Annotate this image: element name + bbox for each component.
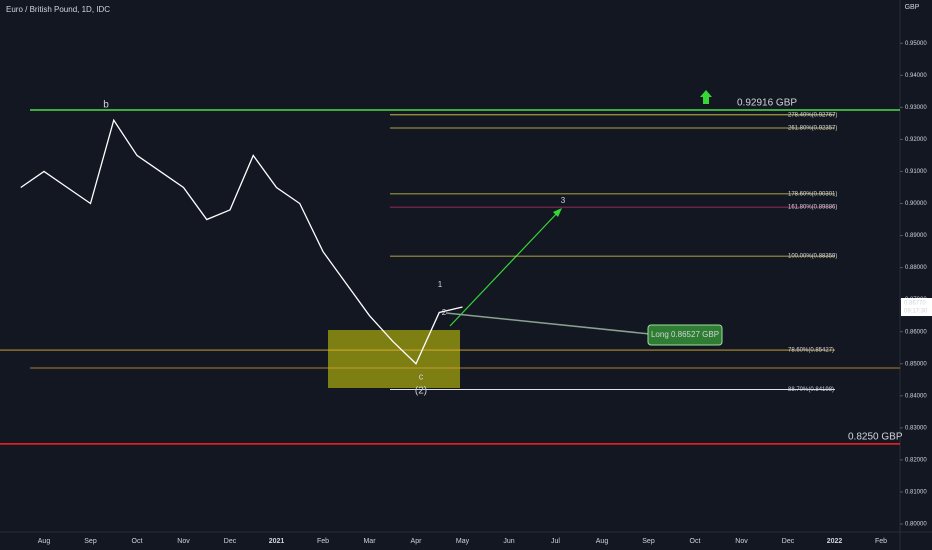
- wave-label: 1: [438, 280, 443, 289]
- up-arrow: [700, 90, 712, 104]
- x-tick-label: Feb: [875, 538, 887, 545]
- price-tag-label: 0.86770: [904, 301, 926, 307]
- level-label: 88.70%(0.84198): [788, 387, 834, 393]
- projection-arrow: [449, 209, 561, 327]
- zone-box: [328, 330, 460, 388]
- y-tick-label: 0.81000: [905, 490, 927, 496]
- x-tick-label: Apr: [411, 538, 423, 545]
- wave-label: b: [103, 100, 109, 111]
- y-tick-label: 0.88000: [905, 265, 927, 271]
- y-tick-label: 0.86000: [905, 329, 927, 335]
- y-tick-label: 0.94000: [905, 73, 927, 79]
- wave-label: (2): [415, 386, 427, 397]
- x-tick-label: Dec: [224, 538, 237, 545]
- y-tick-label: 0.93000: [905, 105, 927, 111]
- x-tick-label: Jun: [503, 538, 514, 545]
- price-line: [20, 118, 463, 365]
- level-label: 261.80%(0.92357): [788, 126, 837, 132]
- x-tick-label: Aug: [596, 538, 609, 545]
- level-label: 0.8250 GBP: [848, 432, 903, 443]
- x-tick-label: May: [456, 538, 470, 545]
- wave-label: 2: [442, 308, 447, 317]
- long-label: Long 0.86527 GBP: [651, 330, 719, 339]
- level-label: 0.92916 GBP: [737, 98, 797, 109]
- price-tag: [901, 298, 932, 317]
- x-tick-label: Sep: [84, 538, 97, 545]
- x-tick-label: Nov: [177, 538, 190, 545]
- level-label: 78.60%(0.85427): [788, 348, 834, 354]
- y-tick-label: 0.92000: [905, 137, 927, 143]
- level-label: 161.80%(0.89886): [788, 205, 837, 211]
- price-tag-countdown: 08:17:30: [904, 309, 928, 315]
- wave-label: c: [419, 371, 424, 381]
- wave-label: 3: [561, 196, 566, 205]
- level-label: 100.00%(0.88359): [788, 254, 837, 260]
- y-tick-label: 0.83000: [905, 425, 927, 431]
- level-label: 178.60%(0.90301): [788, 191, 837, 197]
- long-line: [445, 312, 651, 335]
- arrow-head: [553, 208, 562, 217]
- y-tick-label: 0.91000: [905, 169, 927, 175]
- y-tick-label: 0.89000: [905, 233, 927, 239]
- x-tick-label: Nov: [735, 538, 748, 545]
- x-tick-label: Oct: [690, 538, 701, 545]
- x-tick-label: 2022: [827, 538, 843, 545]
- x-tick-label: Aug: [38, 538, 51, 545]
- chart-title: Euro / British Pound, 1D, IDC: [6, 5, 110, 14]
- level-label: 278.40%(0.92767): [788, 112, 837, 118]
- y-tick-label: 0.80000: [905, 522, 927, 528]
- y-tick-label: 0.95000: [905, 41, 927, 47]
- y-tick-label: 0.82000: [905, 457, 927, 463]
- y-tick-label: 0.85000: [905, 361, 927, 367]
- long-box: [647, 324, 723, 346]
- x-tick-label: Dec: [782, 538, 795, 545]
- y-tick-label: 0.84000: [905, 393, 927, 399]
- x-tick-label: 2021: [269, 538, 285, 545]
- x-tick-label: Mar: [363, 538, 376, 545]
- x-tick-label: Sep: [642, 538, 655, 545]
- axis-unit: GBP: [905, 4, 920, 11]
- x-tick-label: Jul: [551, 538, 560, 545]
- x-tick-label: Feb: [317, 538, 329, 545]
- x-tick-label: Oct: [132, 538, 143, 545]
- y-tick-label: 0.90000: [905, 201, 927, 207]
